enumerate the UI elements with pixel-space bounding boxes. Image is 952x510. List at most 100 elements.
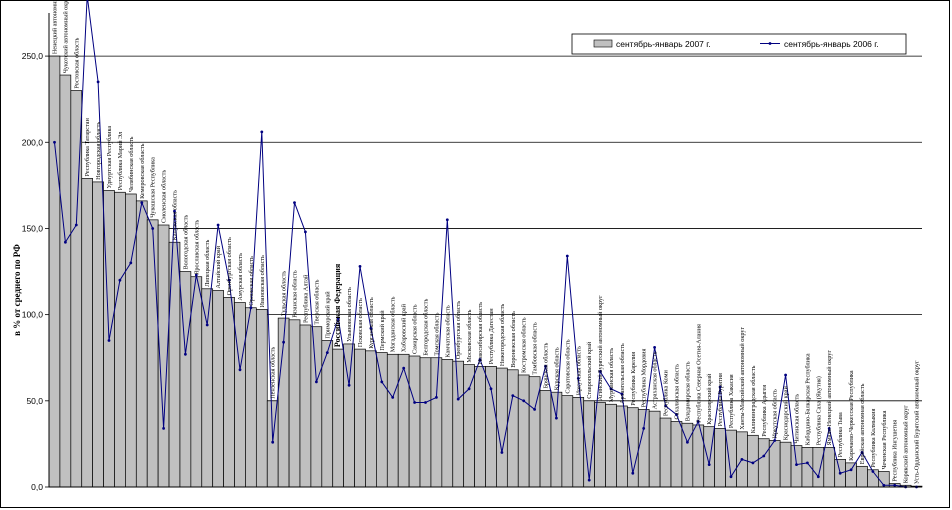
bar	[92, 181, 104, 488]
category-label: Курская область	[553, 347, 560, 390]
category-label: Нижегородская область	[499, 304, 506, 367]
category-label: Ивановская область	[259, 255, 266, 308]
y-axis-title: в % от среднего по РФ	[12, 244, 22, 336]
category-label: Республика Калмыкия	[870, 409, 877, 468]
series-line	[54, 0, 917, 488]
bar	[245, 307, 257, 488]
line-point	[587, 478, 591, 482]
category-label: Ростовская область	[73, 38, 80, 89]
category-label: Удмуртская Республика	[106, 126, 113, 189]
category-label: Чеченская Республика	[881, 410, 888, 469]
category-label: Орловская область	[248, 256, 255, 306]
bar	[430, 357, 443, 488]
line-point	[293, 201, 296, 205]
line-point	[53, 140, 56, 144]
line-point	[369, 327, 373, 330]
category-label: Алтайский край	[215, 245, 222, 288]
legend-label-2007: сентябрь-январь 2007 г.	[616, 39, 711, 49]
line-point	[140, 201, 144, 205]
category-label: Новгородская область	[95, 122, 102, 180]
category-label: Рязанская область	[292, 270, 299, 318]
legend-label-2006: сентябрь-январь 2006 г.	[784, 39, 879, 49]
category-label: Республика Ингушетия	[892, 420, 899, 482]
legend-swatch-marker	[768, 42, 772, 45]
bar	[823, 447, 836, 488]
bar	[212, 290, 224, 488]
line-point	[729, 475, 733, 479]
bar	[376, 352, 388, 488]
legend-box	[571, 33, 907, 55]
bar	[605, 403, 617, 488]
category-label: Пермский край	[379, 310, 386, 351]
category-label: Ставропольский край	[586, 341, 593, 399]
category-label: Вологодская область	[182, 215, 189, 270]
bar	[561, 395, 574, 488]
category-label: Российская Федерация	[333, 263, 342, 347]
bar	[539, 390, 552, 488]
bar	[768, 440, 781, 488]
bar	[397, 353, 410, 488]
category-label: Корякский автономный округ	[903, 405, 910, 484]
bar	[550, 391, 563, 488]
bar	[190, 276, 203, 488]
bar	[310, 326, 323, 488]
line-point	[642, 427, 646, 430]
line-point	[358, 265, 362, 268]
line-point	[271, 440, 275, 444]
category-label: Московская область	[466, 309, 473, 362]
legend-swatch-bar	[593, 39, 613, 48]
category-label: Республика Коми	[663, 369, 670, 416]
line-point	[751, 461, 755, 465]
category-label: Смоленская область	[161, 170, 168, 223]
bar	[637, 409, 650, 488]
bar	[266, 400, 279, 488]
line-point	[653, 346, 656, 349]
category-label: Агинский Бурятский автономный округ	[597, 295, 604, 401]
bar	[670, 421, 683, 488]
line-point	[151, 227, 155, 230]
bar	[288, 319, 301, 488]
line-point	[740, 458, 744, 461]
category-label: Чукотский автономный округ	[62, 0, 69, 73]
bar	[234, 302, 246, 488]
category-label: Республика Бурятия	[717, 373, 724, 426]
category-label: Иркутская область	[772, 389, 779, 439]
line-point	[216, 223, 220, 227]
category-label: Краснодарский край	[783, 386, 790, 441]
bar	[48, 55, 61, 488]
category-label: Республика Хакасия	[728, 374, 735, 428]
y-tick-label: 100,0	[22, 310, 44, 320]
bar	[856, 465, 868, 488]
bar	[517, 374, 530, 488]
category-label: Архангельская область	[619, 343, 626, 404]
legend: сентябрь-январь 2007 г. сентябрь-январь …	[571, 33, 907, 55]
bar	[659, 417, 672, 488]
bar	[714, 428, 726, 488]
category-label: Читинская область	[794, 394, 801, 444]
category-label: Республика Марий Эл	[117, 132, 124, 191]
line-point	[816, 475, 820, 479]
line-point	[882, 483, 886, 487]
category-label: Ульяновская область	[346, 287, 353, 342]
line-point	[871, 470, 875, 473]
line-point	[435, 396, 438, 399]
category-label: Республика Алтай	[302, 274, 309, 323]
bar	[452, 360, 465, 488]
line-point	[162, 427, 166, 430]
category-label: Еврейская автономная область	[859, 383, 866, 464]
y-tick-label: 200,0	[22, 137, 44, 147]
bar	[779, 441, 792, 488]
bar	[146, 219, 159, 488]
category-label: Костромская область	[521, 317, 528, 373]
line-point	[478, 358, 482, 361]
line-point	[424, 401, 427, 404]
line-point	[445, 218, 449, 222]
line-point	[849, 468, 853, 472]
category-label: Сахалинская область	[674, 364, 681, 420]
category-label: Республика Саха (Якутия)	[815, 376, 822, 445]
category-label: Тульская область	[281, 271, 288, 316]
bar	[81, 178, 94, 488]
category-label: Магаданская область	[390, 296, 397, 352]
category-label: Томская область	[433, 312, 440, 355]
bar	[114, 191, 126, 488]
